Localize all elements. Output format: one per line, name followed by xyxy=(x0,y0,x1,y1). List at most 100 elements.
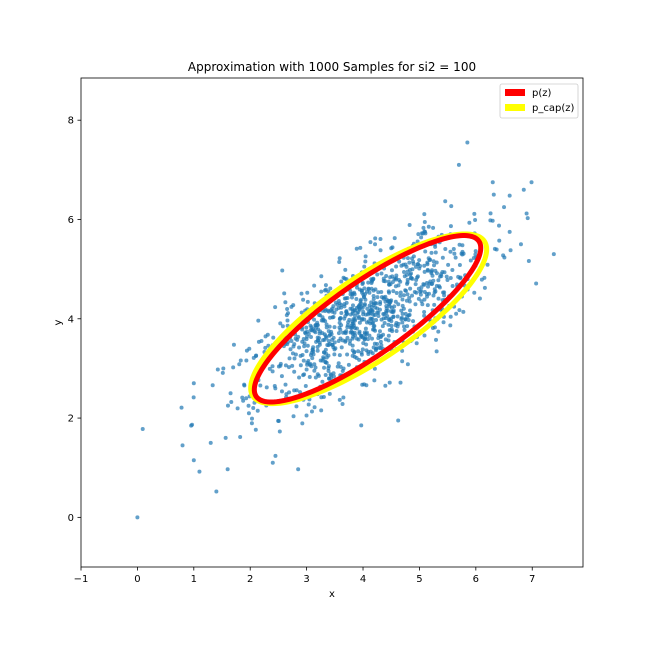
scatter-point xyxy=(398,290,403,295)
plot-area-frame xyxy=(80,77,584,568)
scatter-point xyxy=(434,271,439,276)
scatter-point xyxy=(323,372,328,377)
scatter-point xyxy=(431,259,436,264)
scatter-point xyxy=(396,302,401,307)
scatter-point xyxy=(407,295,412,300)
scatter-point xyxy=(397,259,402,264)
scatter-point xyxy=(290,351,295,356)
scatter-point xyxy=(426,224,431,229)
scatter-point xyxy=(450,267,455,272)
scatter-point xyxy=(369,300,374,305)
scatter-point xyxy=(400,311,405,316)
scatter-point xyxy=(317,331,322,336)
scatter-point xyxy=(333,300,338,305)
scatter-point xyxy=(338,336,343,341)
scatter-point xyxy=(191,395,196,400)
scatter-point xyxy=(315,338,320,343)
scatter-point xyxy=(324,355,329,360)
scatter-point xyxy=(264,385,269,390)
scatter-point xyxy=(343,267,348,272)
scatter-point xyxy=(330,306,335,311)
scatter-point xyxy=(370,308,375,313)
scatter-point xyxy=(320,379,325,384)
scatter-point xyxy=(324,325,329,330)
scatter-point xyxy=(422,289,427,294)
scatter-point xyxy=(393,299,398,304)
scatter-point xyxy=(285,307,290,311)
scatter-point xyxy=(350,306,355,311)
scatter-point xyxy=(360,280,365,285)
scatter-point xyxy=(350,303,355,308)
scatter-point xyxy=(299,310,304,315)
scatter-point xyxy=(317,313,321,318)
scatter-point xyxy=(448,276,453,280)
scatter-point xyxy=(441,320,446,325)
scatter-point xyxy=(363,332,368,337)
scatter-point xyxy=(446,262,451,267)
scatter-point xyxy=(467,220,472,225)
scatter-point xyxy=(354,336,359,341)
scatter-point xyxy=(431,225,436,230)
scatter-point xyxy=(340,402,345,407)
scatter-point xyxy=(279,389,284,394)
scatter-point xyxy=(327,333,332,338)
scatter-point xyxy=(231,365,236,370)
scatter-point xyxy=(356,316,361,321)
scatter-point xyxy=(356,349,361,354)
scatter-point xyxy=(278,321,283,326)
scatter-point xyxy=(376,313,381,318)
scatter-point xyxy=(415,275,420,280)
scatter-point xyxy=(460,243,465,248)
scatter-point xyxy=(406,317,411,322)
scatter-point xyxy=(292,388,297,393)
scatter-point xyxy=(351,317,356,322)
scatter-point xyxy=(337,301,342,306)
scatter-point xyxy=(433,289,438,294)
scatter-point xyxy=(416,232,421,237)
scatter-point xyxy=(405,280,410,285)
scatter-point xyxy=(327,391,332,396)
scatter-point xyxy=(375,295,380,300)
scatter-point xyxy=(419,289,424,293)
scatter-points xyxy=(135,140,556,520)
scatter-point xyxy=(309,335,314,340)
scatter-point xyxy=(387,380,392,385)
scatter-point xyxy=(372,366,377,371)
scatter-point xyxy=(315,344,320,349)
scatter-point xyxy=(313,330,318,335)
scatter-point xyxy=(411,254,416,259)
scatter-point xyxy=(361,309,366,314)
scatter-point xyxy=(410,293,415,298)
scatter-point xyxy=(362,302,367,307)
scatter-point xyxy=(214,489,219,494)
scatter-point xyxy=(371,324,376,329)
scatter-point xyxy=(321,356,326,361)
scatter-point xyxy=(288,347,293,352)
scatter-point xyxy=(305,343,310,348)
scatter-point xyxy=(413,302,418,307)
scatter-point xyxy=(368,316,373,321)
scatter-point xyxy=(251,355,256,360)
scatter-point xyxy=(328,315,333,320)
scatter-point xyxy=(135,515,140,520)
scatter-point xyxy=(422,212,427,217)
scatter-point xyxy=(407,260,412,265)
scatter-point xyxy=(422,313,427,318)
scatter-point xyxy=(382,321,387,326)
scatter-point xyxy=(398,293,403,298)
scatter-point xyxy=(490,218,495,223)
scatter-point xyxy=(419,231,424,236)
scatter-point xyxy=(302,341,307,346)
scatter-point xyxy=(286,365,291,370)
scatter-point xyxy=(295,337,300,342)
y-tick-label: 0 xyxy=(68,513,74,524)
scatter-point xyxy=(433,244,438,249)
chart-title: Approximation with 1000 Samples for si2 … xyxy=(188,60,476,74)
scatter-point xyxy=(246,411,251,416)
scatter-point xyxy=(287,390,292,395)
scatter-point xyxy=(414,341,419,346)
scatter-point xyxy=(334,307,339,312)
scatter-point xyxy=(366,280,371,285)
scatter-point xyxy=(292,369,297,374)
scatter-point xyxy=(502,205,507,210)
